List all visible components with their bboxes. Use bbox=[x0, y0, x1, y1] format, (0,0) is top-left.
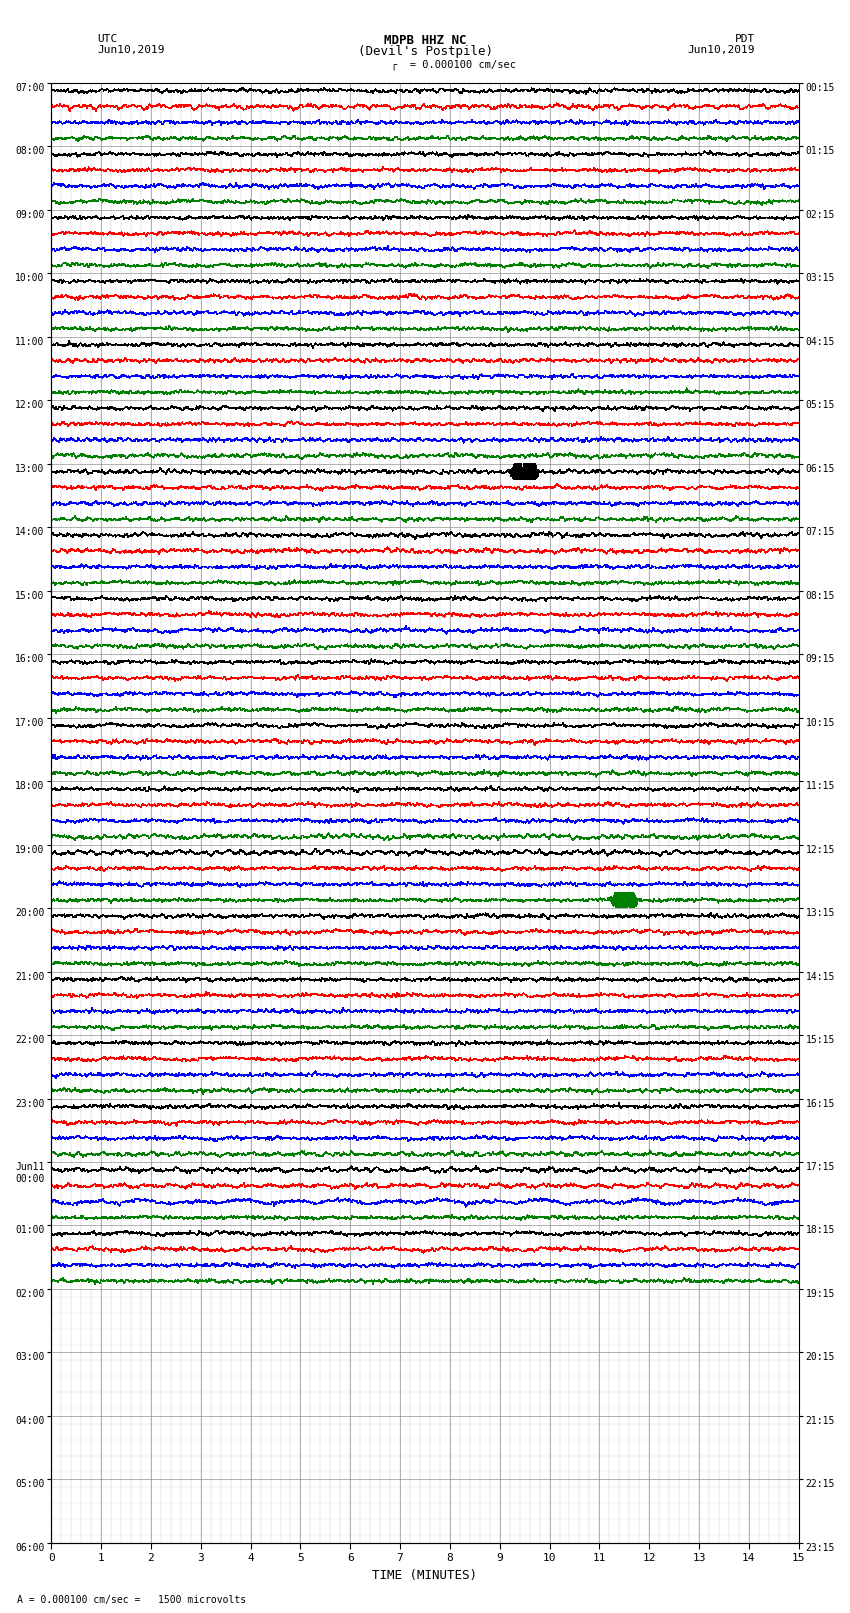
Text: ┌  = 0.000100 cm/sec: ┌ = 0.000100 cm/sec bbox=[391, 60, 516, 71]
X-axis label: TIME (MINUTES): TIME (MINUTES) bbox=[372, 1569, 478, 1582]
Text: (Devil's Postpile): (Devil's Postpile) bbox=[358, 45, 492, 58]
Text: Jun10,2019: Jun10,2019 bbox=[98, 45, 165, 55]
Text: Jun10,2019: Jun10,2019 bbox=[688, 45, 755, 55]
Text: A = 0.000100 cm/sec =   1500 microvolts: A = 0.000100 cm/sec = 1500 microvolts bbox=[17, 1595, 246, 1605]
Text: PDT: PDT bbox=[734, 34, 755, 44]
Text: UTC: UTC bbox=[98, 34, 118, 44]
Text: MDPB HHZ NC: MDPB HHZ NC bbox=[383, 34, 467, 47]
